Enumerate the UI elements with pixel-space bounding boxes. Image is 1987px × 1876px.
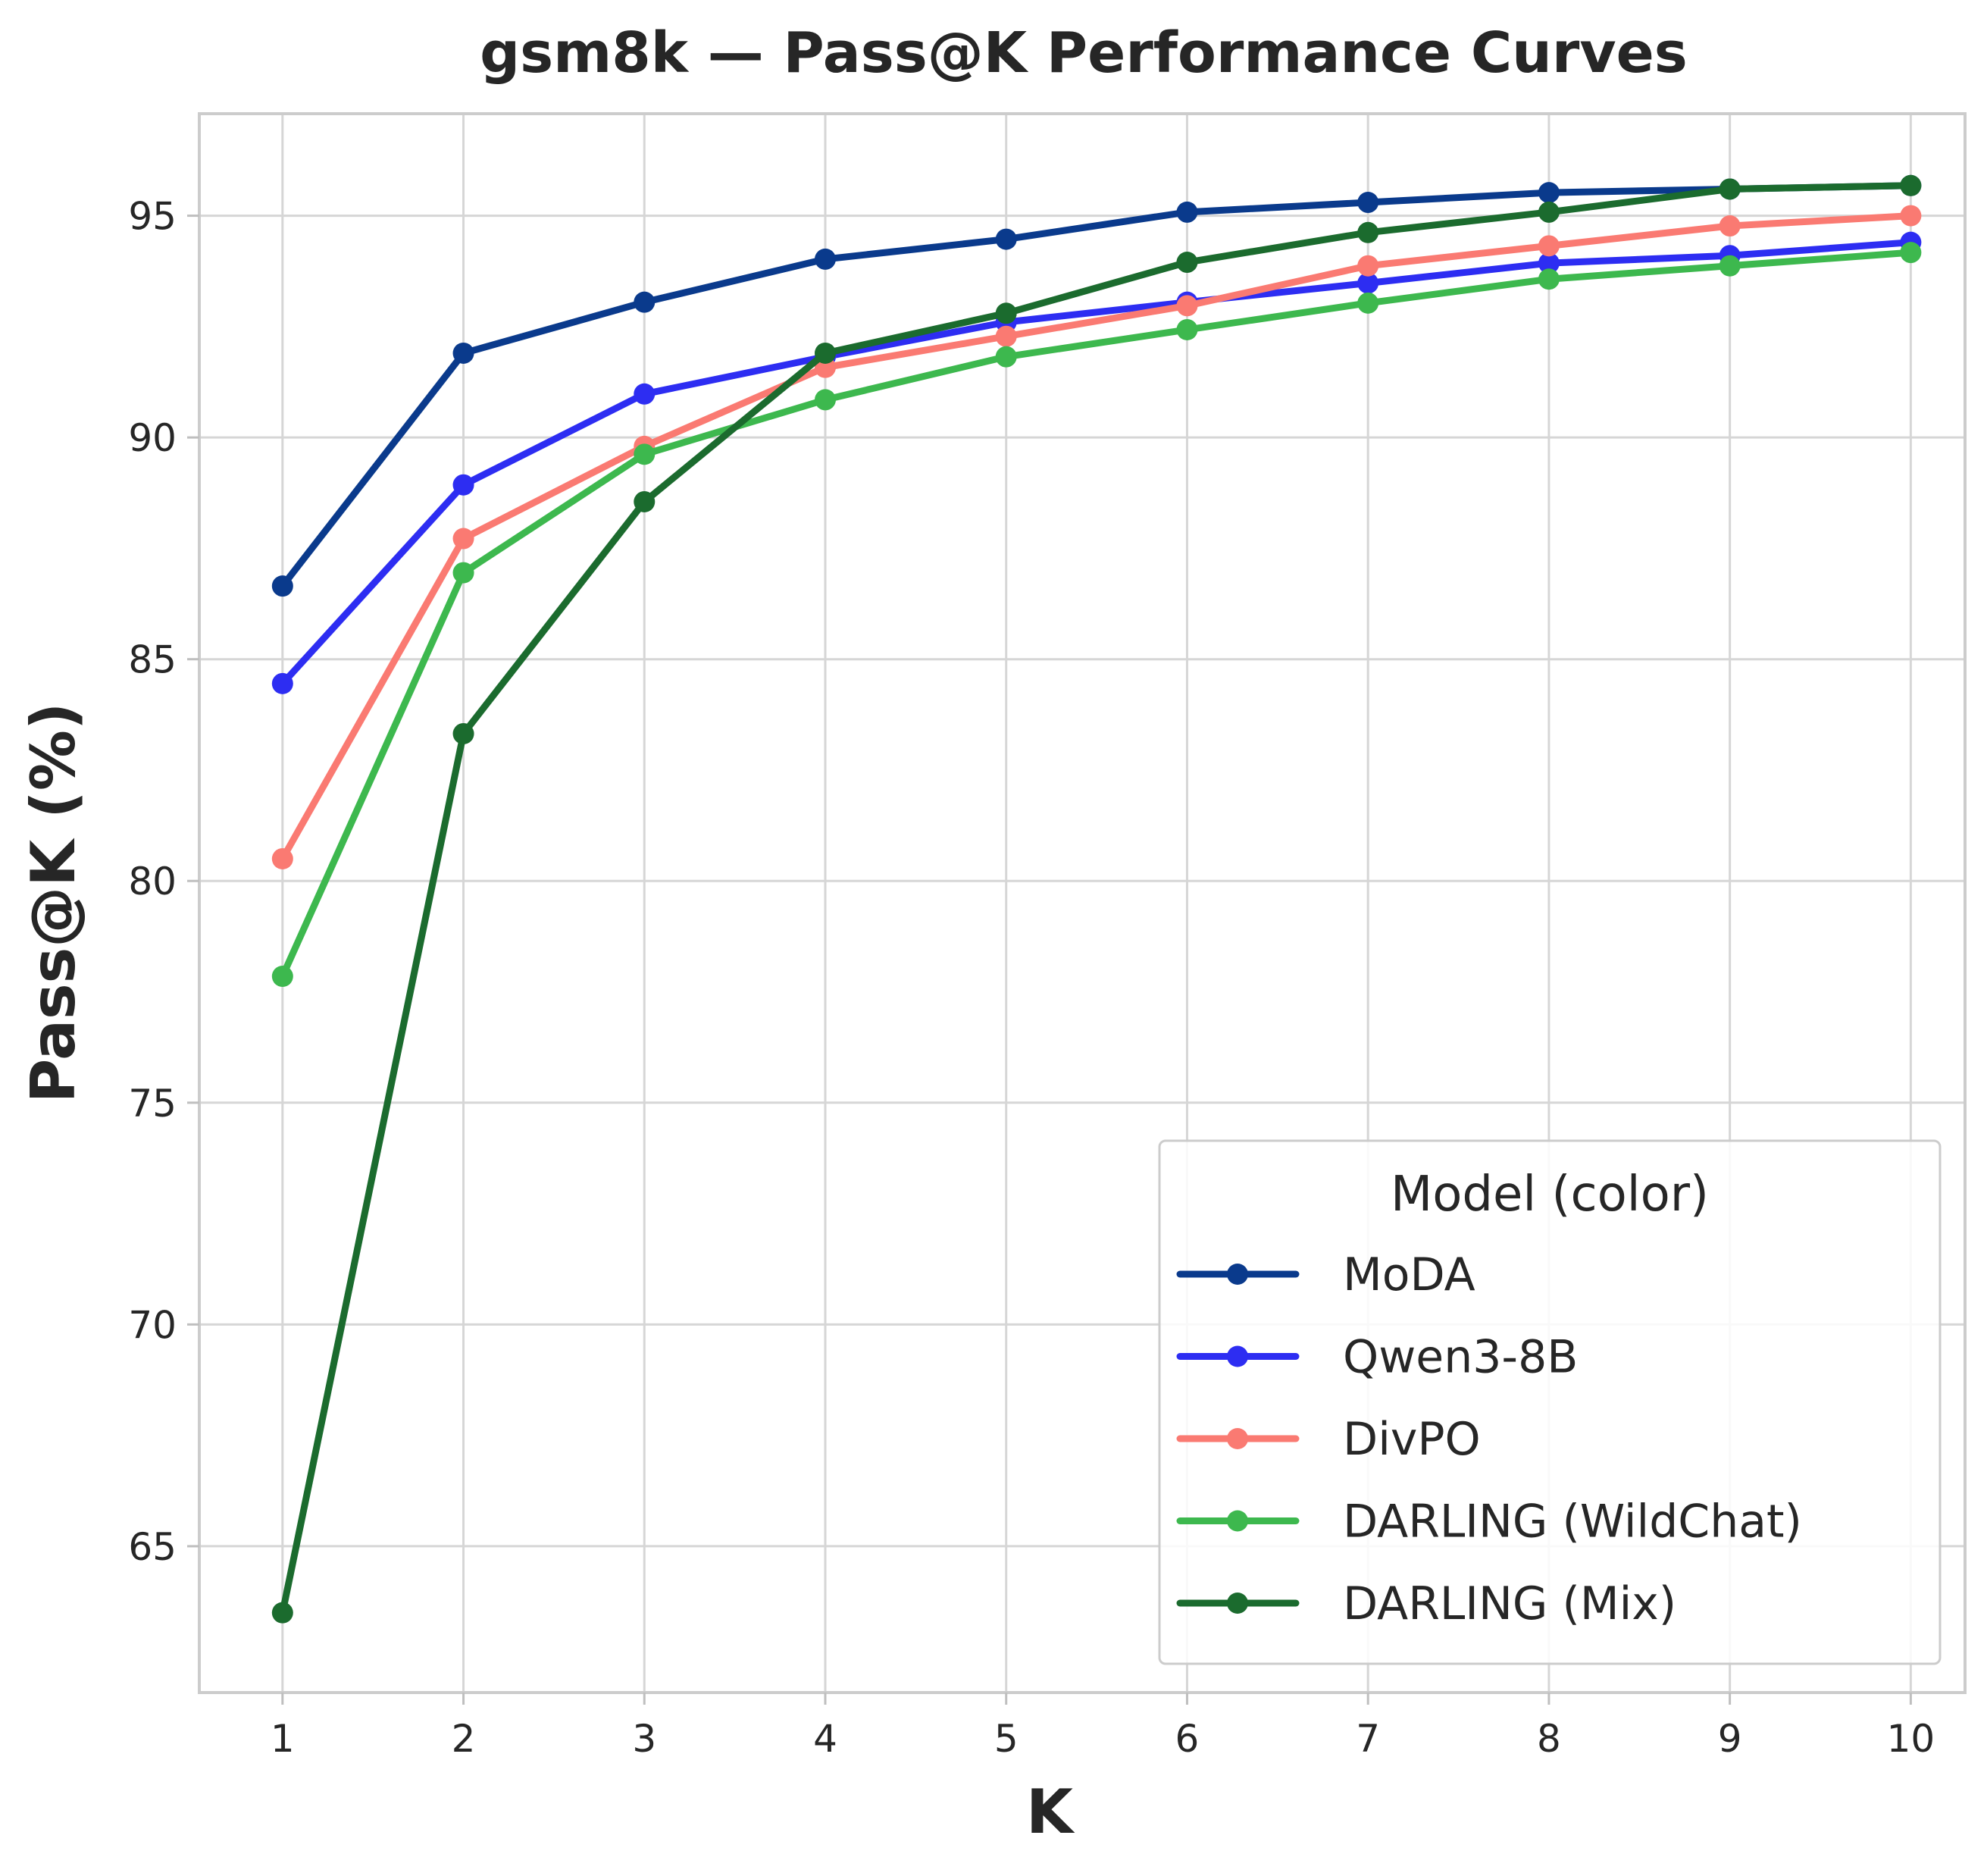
legend-swatch-marker <box>1227 1428 1248 1449</box>
data-point <box>815 248 837 270</box>
data-point <box>634 490 656 512</box>
data-point <box>1538 201 1560 223</box>
x-tick-label: 7 <box>1356 1717 1380 1761</box>
y-tick-label: 85 <box>128 638 177 682</box>
x-tick-label: 4 <box>813 1717 837 1761</box>
y-tick-label: 90 <box>128 416 177 460</box>
series-line <box>279 182 1914 590</box>
legend-label: DARLING (Mix) <box>1343 1577 1676 1630</box>
data-point <box>452 528 474 550</box>
data-point <box>1176 252 1198 274</box>
x-tick-label: 8 <box>1537 1717 1561 1761</box>
data-point <box>995 346 1017 368</box>
data-point <box>1176 295 1198 317</box>
legend-swatch-marker <box>1227 1510 1248 1532</box>
data-point <box>815 342 837 364</box>
legend: Model (color) MoDA Qwen3-8B DivPO DARLING (… <box>1158 1139 1942 1665</box>
data-point <box>1176 201 1198 223</box>
data-point <box>1357 272 1379 294</box>
series-line <box>279 239 1914 687</box>
legend-label: MoDA <box>1343 1248 1475 1301</box>
legend-entry: Qwen3-8B <box>1176 1331 1578 1384</box>
data-point <box>1900 242 1922 264</box>
data-point <box>634 443 656 465</box>
data-point <box>1538 252 1560 274</box>
series-line <box>279 182 1914 1617</box>
series-4 <box>271 174 1922 1624</box>
series-lines <box>271 174 1922 1624</box>
data-point <box>271 672 293 694</box>
plot-frame <box>198 112 1967 1694</box>
legend-title: Model (color) <box>1391 1167 1709 1223</box>
series-line <box>279 249 1914 980</box>
legend-entry: MoDA <box>1176 1248 1475 1301</box>
legend-label: DARLING (WildChat) <box>1343 1495 1802 1549</box>
legend-box <box>1158 1139 1942 1665</box>
x-tick-label: 5 <box>994 1717 1019 1761</box>
legend-entry: DARLING (WildChat) <box>1176 1495 1802 1549</box>
data-point <box>995 302 1017 324</box>
legend-entry: DARLING (Mix) <box>1176 1577 1676 1630</box>
series-3 <box>271 242 1922 988</box>
axis-ticks: 1 2 3 4 5 6 7 8 9 10 65 70 75 80 85 90 95 <box>128 195 1935 1761</box>
data-point <box>452 474 474 496</box>
y-tick-label: 75 <box>128 1082 177 1126</box>
x-axis-label: K <box>1026 1777 1075 1847</box>
series-line <box>279 212 1914 863</box>
data-point <box>1719 178 1741 200</box>
x-tick-label: 1 <box>271 1717 295 1761</box>
y-tick-label: 80 <box>128 860 177 904</box>
data-point <box>452 562 474 584</box>
data-point <box>995 325 1017 347</box>
legend-swatch-marker <box>1227 1593 1248 1614</box>
data-point <box>1357 192 1379 214</box>
data-point <box>1719 215 1741 237</box>
legend-swatch-marker <box>1227 1264 1248 1285</box>
legend-label: DivPO <box>1343 1413 1481 1466</box>
data-point <box>271 966 293 988</box>
x-tick-label: 10 <box>1887 1717 1935 1761</box>
data-point <box>1900 205 1922 227</box>
data-point <box>1357 292 1379 314</box>
y-tick-label: 95 <box>128 195 177 239</box>
data-point <box>1357 221 1379 243</box>
legend-label: Qwen3-8B <box>1343 1331 1578 1384</box>
data-point <box>995 228 1017 250</box>
y-tick-label: 70 <box>128 1303 177 1347</box>
data-point <box>452 342 474 364</box>
data-point <box>1357 255 1379 277</box>
data-point <box>452 722 474 744</box>
data-point <box>271 847 293 869</box>
data-point <box>1538 268 1560 290</box>
data-point <box>1900 174 1922 196</box>
data-point <box>634 291 656 313</box>
data-point <box>271 575 293 597</box>
chart-title: gsm8k — Pass@K Performance Curves <box>480 20 1688 86</box>
data-point <box>634 383 656 405</box>
x-tick-label: 6 <box>1175 1717 1200 1761</box>
x-tick-label: 9 <box>1718 1717 1742 1761</box>
legend-swatch-marker <box>1227 1345 1248 1367</box>
data-point <box>1538 235 1560 257</box>
data-point <box>1719 255 1741 277</box>
x-tick-label: 3 <box>632 1717 656 1761</box>
series-2 <box>271 205 1922 869</box>
y-tick-label: 65 <box>128 1525 177 1569</box>
legend-entries: MoDA Qwen3-8B DivPO DARLING (WildChat) DARLI… <box>1176 1248 1802 1630</box>
legend-entry: DivPO <box>1176 1413 1481 1466</box>
x-tick-label: 2 <box>452 1717 476 1761</box>
data-point <box>815 389 837 411</box>
y-axis-label: Pass@K (%) <box>18 703 89 1104</box>
data-point <box>271 1602 293 1624</box>
data-point <box>1538 182 1560 204</box>
data-point <box>1176 318 1198 340</box>
